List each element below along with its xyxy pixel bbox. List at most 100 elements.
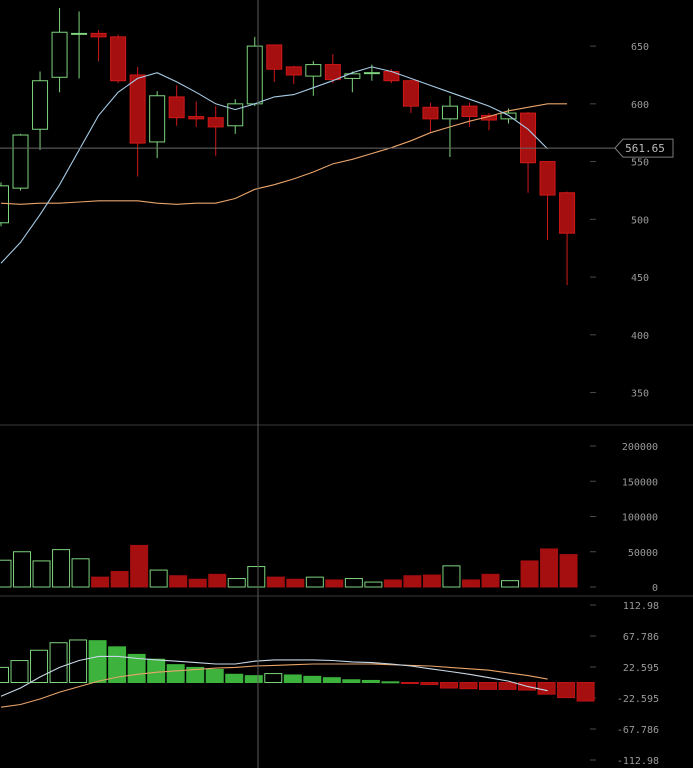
oscillator-bar-negative	[439, 682, 458, 689]
oscillator-bar-positive	[244, 675, 263, 684]
oscillator-tick-label: 67.786	[623, 632, 659, 643]
oscillator-axis: 112.98 67.786 22.595 -22.595 -67.786 -112.98	[590, 601, 659, 767]
oscillator-bar-positive	[283, 674, 302, 683]
volume-bar-up	[149, 569, 168, 588]
candle-up	[246, 45, 263, 105]
volume-bar-down	[286, 578, 305, 588]
volume-tick-label: 50000	[628, 548, 658, 559]
volume-bar-up	[305, 576, 324, 588]
oscillator-bar-negative	[420, 682, 439, 686]
candle-down	[207, 117, 224, 128]
panel-separators	[0, 424, 693, 597]
oscillator-bar-negative	[557, 682, 576, 699]
price-tick-label: 400	[631, 331, 649, 342]
oscillator-bar-positive	[166, 664, 185, 683]
oscillator-tick-label: -67.786	[617, 725, 659, 736]
current-price-tag: 561.65	[614, 138, 674, 158]
volume-bar-up	[13, 551, 32, 588]
oscillator-bar-negative	[459, 682, 478, 690]
candle-up	[0, 185, 9, 224]
oscillator-bar-positive	[108, 646, 127, 683]
volume-bar-up	[32, 560, 51, 588]
price-tick-label: 450	[631, 273, 649, 284]
volume-tick-label: 100000	[622, 513, 658, 524]
volume-bar-down	[188, 578, 207, 588]
candle-down	[539, 161, 556, 196]
candle-down	[129, 74, 146, 144]
oscillator-bar-positive	[322, 677, 341, 683]
volume-bar-down	[461, 579, 480, 588]
oscillator-bar-negative	[576, 682, 595, 702]
oscillator-bar-positive	[30, 649, 49, 683]
volume-bar-down	[91, 576, 110, 588]
volume-bar-up	[71, 558, 90, 588]
price-axis: 650 600 550 500 450 400 350	[590, 42, 649, 400]
volume-bar-up	[344, 578, 363, 588]
price-tick-label: 350	[631, 389, 649, 400]
oscillator-bar-positive	[225, 673, 244, 683]
volume-bar-down	[520, 560, 539, 588]
oscillator-bar-positive	[0, 666, 9, 683]
candle-down	[402, 80, 419, 107]
moving-average-slow-line	[0, 103, 568, 205]
oscillator-bar-negative	[537, 682, 556, 695]
candle-down	[266, 44, 283, 70]
candle-up	[149, 95, 166, 143]
candle-down	[324, 64, 341, 81]
candle-down	[422, 106, 439, 120]
volume-bar-down	[383, 579, 402, 588]
volume-tick-label: 0	[652, 583, 658, 594]
volume-axis: 200000 150000 100000 50000 0	[590, 442, 658, 594]
volume-bar-down	[422, 574, 441, 588]
oscillator-bar-positive	[147, 658, 166, 684]
volume-bar-up	[52, 549, 71, 588]
volume-tick-label: 200000	[622, 442, 658, 453]
oscillator-bar-positive	[381, 681, 400, 684]
current-price-tag-box	[614, 138, 674, 158]
candle-down	[90, 32, 107, 38]
volume-bar-down	[110, 570, 129, 588]
oscillator-bar-positive	[264, 673, 283, 684]
price-tick-label: 500	[631, 215, 649, 226]
candle-down	[110, 36, 127, 82]
candle-up	[441, 105, 458, 120]
candle-down	[285, 66, 302, 76]
candle-down	[168, 96, 185, 119]
price-tick-label: 650	[631, 42, 649, 53]
oscillator-fast-line	[0, 655, 548, 697]
oscillator-tick-label: -22.595	[617, 694, 659, 705]
candle-up	[227, 103, 244, 127]
volume-bar-down	[481, 573, 500, 588]
volume-bar-down	[325, 579, 344, 588]
oscillator-bar-positive	[49, 642, 68, 683]
oscillator-bar-positive	[186, 666, 205, 683]
volume-bar-down	[403, 575, 422, 588]
oscillator-tick-label: 22.595	[623, 663, 659, 674]
candle-up	[305, 64, 322, 77]
volume-bar-down	[559, 554, 578, 588]
candle-down	[481, 114, 497, 121]
oscillator-bar-positive	[342, 679, 361, 684]
candle-up	[12, 134, 29, 189]
volume-bar-up	[0, 559, 12, 588]
oscillator-bar-positive	[303, 675, 322, 684]
volume-bars	[0, 544, 578, 588]
oscillator-bar-positive	[205, 668, 224, 684]
oscillator-signal-line	[0, 663, 548, 708]
oscillator-bar-negative	[400, 682, 419, 684]
moving-average-fast-line	[0, 66, 548, 264]
current-price-value: 561.65	[625, 142, 665, 155]
oscillator-tick-label: 112.98	[623, 601, 659, 612]
oscillator-histogram	[0, 639, 595, 702]
price-tick-label: 600	[631, 100, 649, 111]
candle-up	[32, 80, 49, 130]
price-candles	[0, 7, 576, 286]
oscillator-bar-positive	[88, 640, 107, 683]
candle-up	[71, 32, 88, 35]
volume-tick-label: 150000	[622, 477, 658, 488]
candle-down	[559, 192, 576, 234]
oscillator-bar-negative	[479, 682, 497, 690]
volume-bar-down	[540, 548, 559, 588]
